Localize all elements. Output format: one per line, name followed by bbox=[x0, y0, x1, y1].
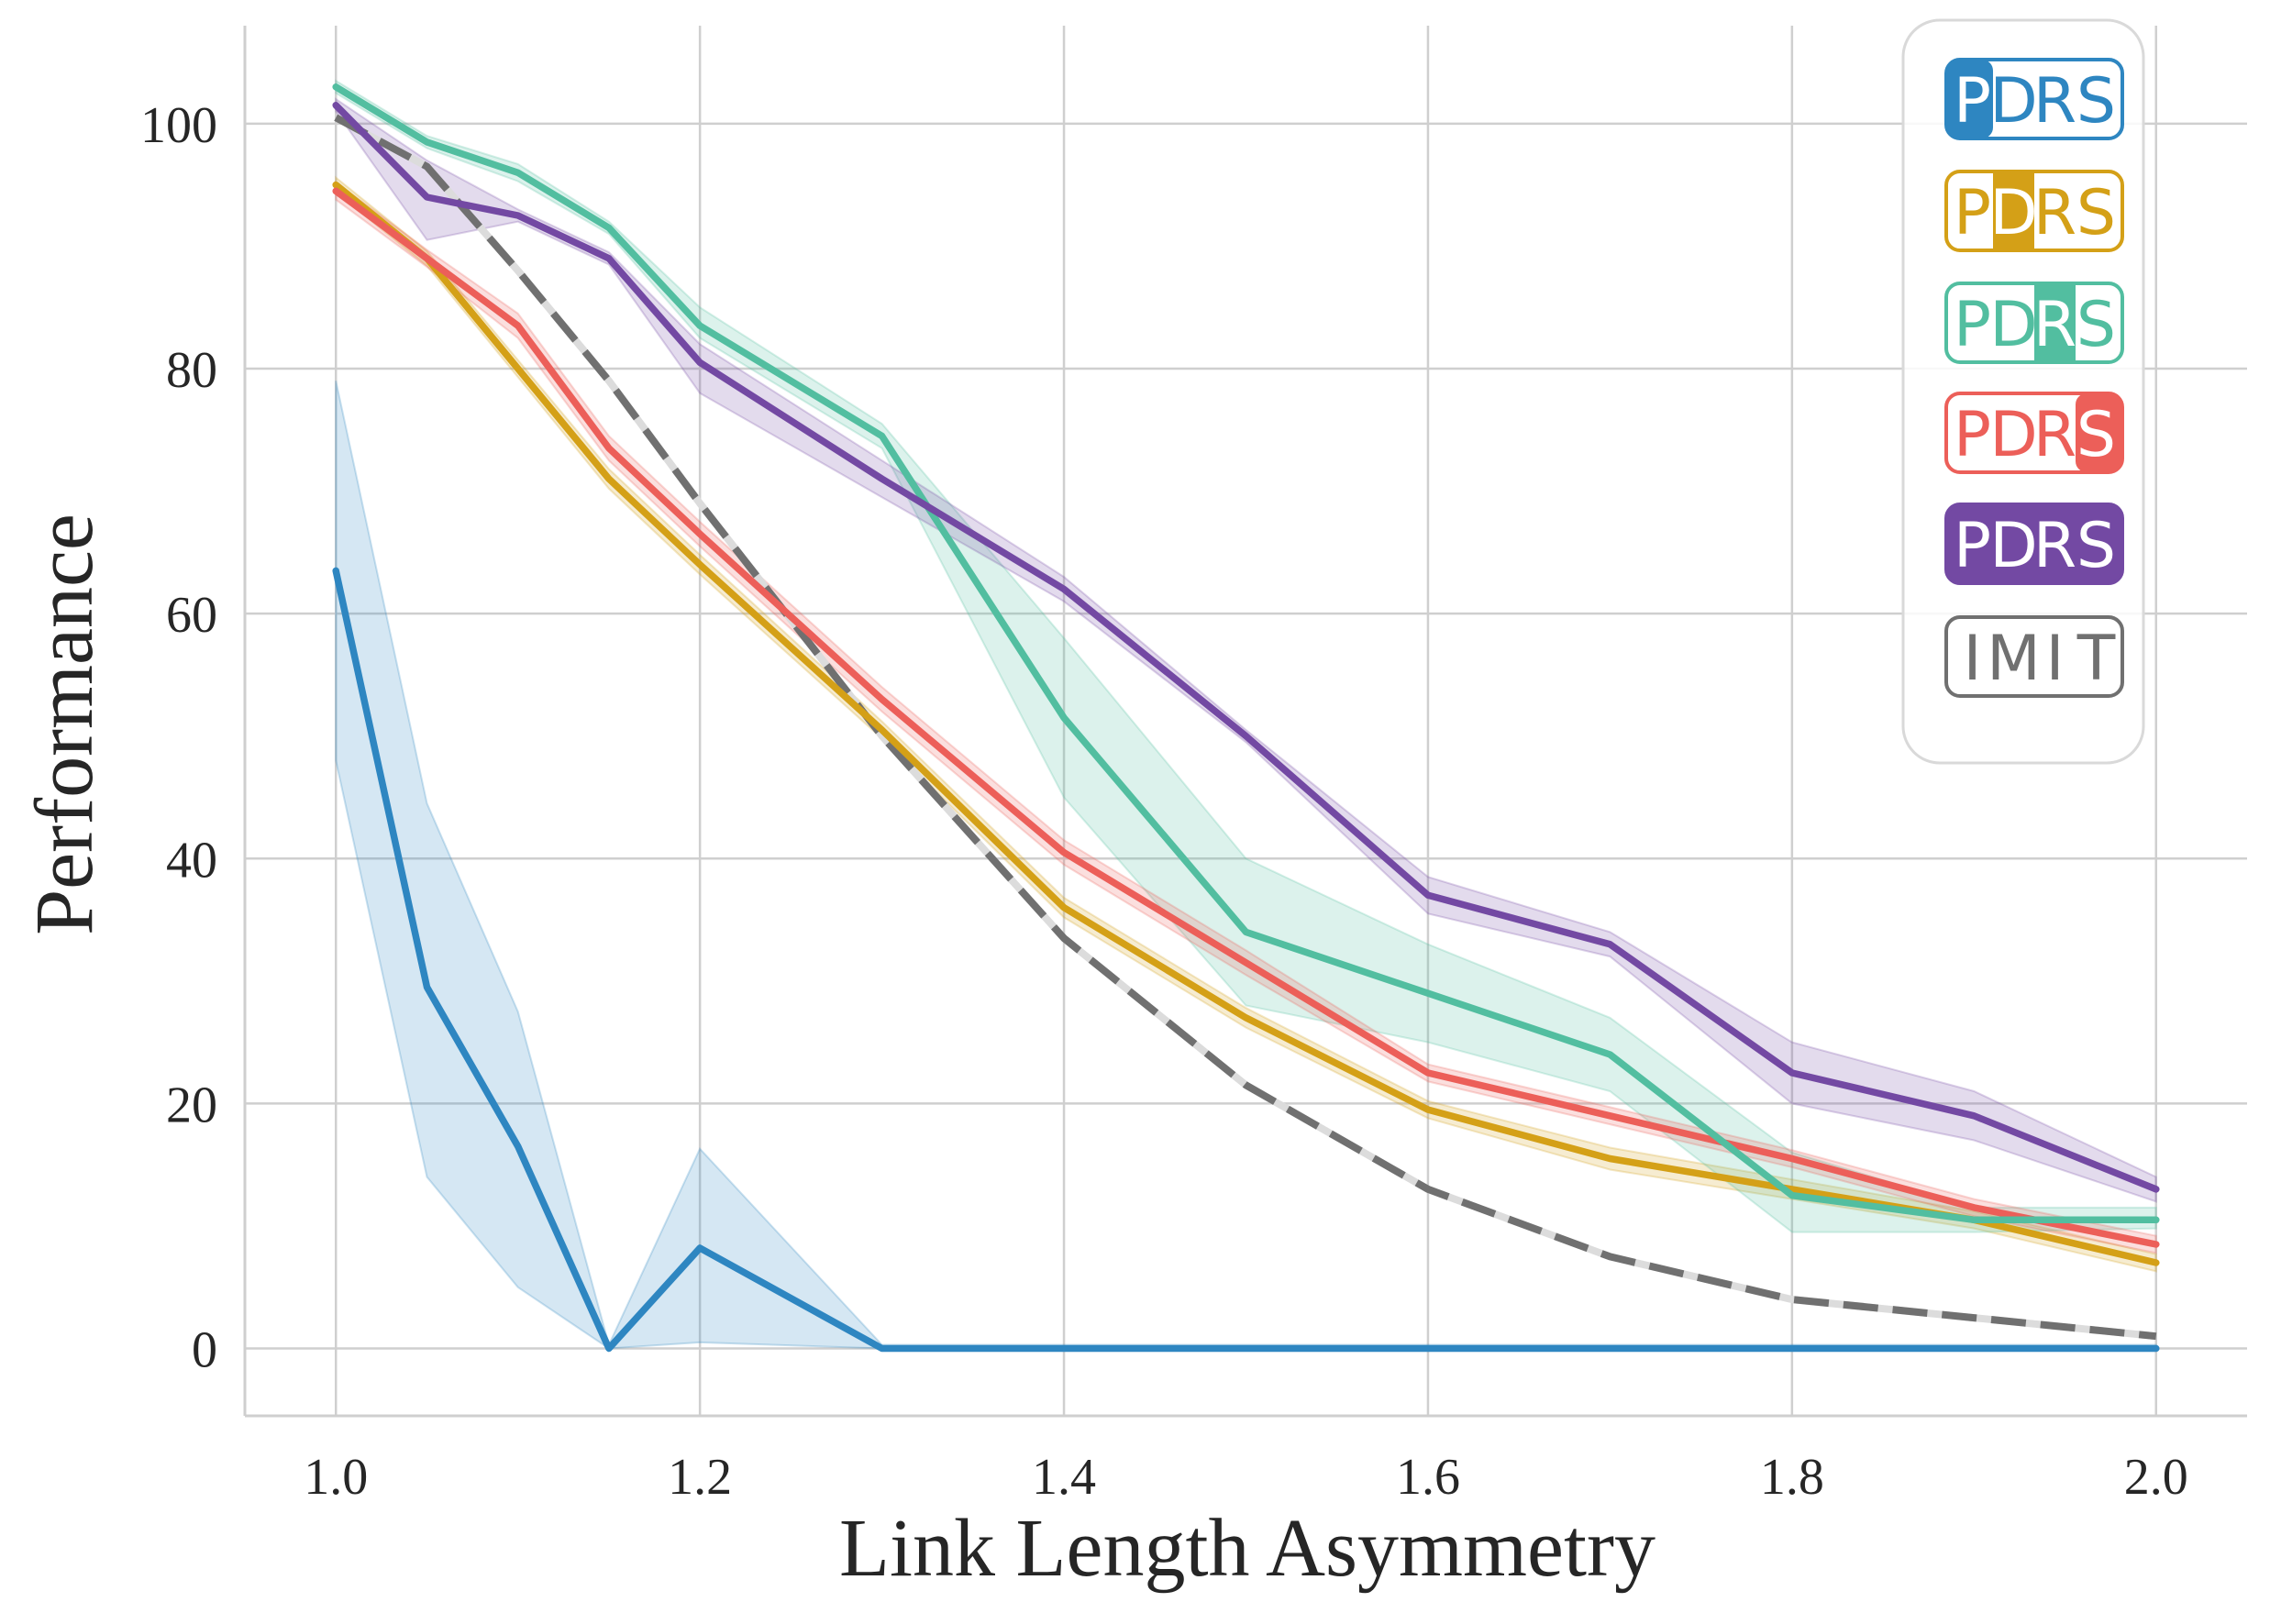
legend-item: PDRS bbox=[1944, 170, 2124, 252]
x-tick-label: 1.8 bbox=[1760, 1449, 1824, 1506]
x-tick-label: 2.0 bbox=[2124, 1449, 2188, 1506]
legend-label: PDRS bbox=[1954, 289, 2116, 361]
legend-highlight bbox=[2076, 393, 2122, 472]
x-tick-label: 1.2 bbox=[668, 1449, 732, 1506]
legend-label: PDRS bbox=[1954, 510, 2116, 582]
legend-item: PDRS bbox=[1944, 282, 2124, 364]
y-tick-label: 20 bbox=[166, 1077, 217, 1133]
axes bbox=[243, 26, 2247, 1418]
legend-label: PDRS bbox=[1954, 65, 2116, 138]
legend-item: PDRS bbox=[1944, 503, 2124, 585]
legend: PDRS PDRS PDRS PDRS PDRS IMI T bbox=[1901, 18, 2145, 765]
legend-label: PDRS bbox=[1954, 177, 2116, 249]
x-tick-label: 1.0 bbox=[304, 1449, 368, 1506]
series-line bbox=[332, 187, 2160, 1248]
y-tick-label: 80 bbox=[166, 342, 217, 399]
legend-item: PDRS bbox=[1944, 392, 2124, 474]
x-tick-label: 1.6 bbox=[1396, 1449, 1460, 1506]
legend-item: PDRS bbox=[1944, 58, 2124, 140]
series-line bbox=[332, 83, 2160, 1224]
x-axis-title: Link Length Asymmetry bbox=[839, 1503, 1655, 1594]
confidence-band bbox=[335, 97, 2157, 1203]
y-axis-title: Performance bbox=[19, 514, 110, 935]
series-line bbox=[332, 567, 2160, 1353]
legend-item: IMI T bbox=[1944, 615, 2124, 698]
legend-badge bbox=[1944, 503, 2124, 585]
y-tick-label: 0 bbox=[192, 1322, 217, 1379]
series-line-imit bbox=[334, 114, 2157, 1341]
tick-labels: 1.0 1.2 1.4 1.6 1.8 2.0 0 20 40 60 80 100 bbox=[140, 97, 2188, 1506]
series-line bbox=[332, 102, 2160, 1193]
legend-highlight bbox=[2034, 283, 2076, 362]
legend-badge bbox=[1944, 615, 2124, 698]
legend-label: PDRS bbox=[1954, 399, 2116, 471]
confidence-band bbox=[335, 79, 2157, 1233]
legend-highlight bbox=[1946, 60, 1993, 138]
confidence-band bbox=[335, 175, 2157, 1273]
y-tick-label: 100 bbox=[140, 97, 217, 154]
series-lines bbox=[332, 83, 2160, 1353]
x-tick-label: 1.4 bbox=[1032, 1449, 1096, 1506]
confidence-bands bbox=[335, 79, 2157, 1350]
legend-label: IMI T bbox=[1963, 623, 2115, 695]
y-tick-label: 60 bbox=[166, 587, 217, 644]
legend-highlight bbox=[1993, 171, 2034, 250]
y-tick-label: 40 bbox=[166, 832, 217, 889]
series-line bbox=[332, 181, 2160, 1266]
